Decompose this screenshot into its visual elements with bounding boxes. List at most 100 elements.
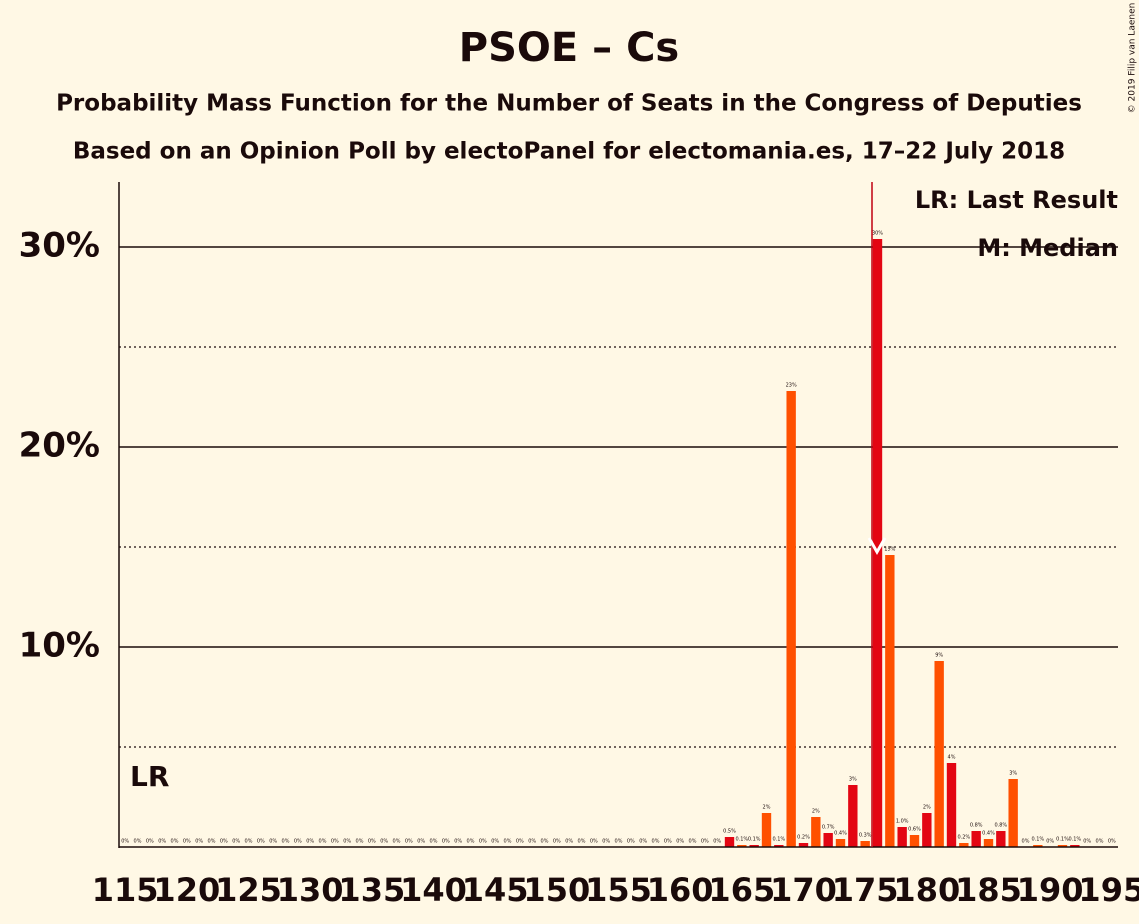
value-label: 3% (1009, 771, 1017, 777)
value-label: 2% (923, 805, 931, 811)
value-label: 0% (257, 839, 265, 845)
x-tick-label: 170 (770, 871, 837, 909)
bar (1008, 779, 1018, 847)
bar (823, 833, 833, 847)
value-label: 0% (183, 839, 191, 845)
chart-title: PSOE – Cs (459, 25, 679, 71)
bar (811, 817, 821, 847)
value-label: 0% (294, 839, 302, 845)
x-tick-label: 185 (955, 871, 1022, 909)
y-tick-label: 20% (19, 426, 100, 466)
value-label: 0% (578, 839, 586, 845)
value-label: 0% (368, 839, 376, 845)
bar (885, 555, 895, 847)
value-label: 0.1% (1056, 837, 1069, 843)
value-label: 0.1% (1068, 837, 1081, 843)
value-label: 0% (331, 839, 339, 845)
x-tick-label: 140 (400, 871, 467, 909)
value-label: 4% (948, 755, 956, 761)
value-label: 23% (786, 383, 797, 389)
value-label: 0% (134, 839, 142, 845)
value-label: 0% (405, 839, 413, 845)
bar (959, 843, 969, 847)
value-label: 0% (356, 839, 364, 845)
x-tick-label: 195 (1078, 871, 1139, 909)
value-label: 0% (380, 839, 388, 845)
value-label: 0% (343, 839, 351, 845)
value-label: 0% (208, 839, 216, 845)
value-label: 0% (282, 839, 290, 845)
value-label: 0.3% (859, 833, 872, 839)
value-label: 0% (479, 839, 487, 845)
value-label: 0% (504, 839, 512, 845)
value-label: 0% (491, 839, 499, 845)
value-label: 0% (442, 839, 450, 845)
value-label: 0% (158, 839, 166, 845)
value-label: 0% (430, 839, 438, 845)
copyright: © 2019 Filip van Laenen (1128, 3, 1138, 114)
value-label: 0% (306, 839, 314, 845)
value-label: 0% (516, 839, 524, 845)
value-label: 0% (121, 839, 129, 845)
y-tick-label: 30% (19, 226, 100, 266)
bar (909, 835, 920, 847)
value-label: 0% (676, 839, 684, 845)
value-label: 0% (1083, 839, 1091, 845)
value-label: 3% (849, 777, 857, 783)
median-marker (867, 537, 887, 556)
value-label: 0% (639, 839, 647, 845)
lr-label: LR (130, 760, 169, 793)
value-label: 0% (1046, 839, 1054, 845)
bar (934, 661, 944, 847)
value-label: 0.5% (723, 829, 736, 835)
x-tick-label: 180 (893, 871, 960, 909)
x-tick-label: 120 (153, 871, 220, 909)
value-label: 0.1% (772, 837, 785, 843)
bar (1070, 845, 1080, 847)
x-tick-label: 125 (215, 871, 282, 909)
value-label: 0% (713, 839, 721, 845)
value-label: 2% (812, 809, 820, 815)
value-label: 30% (872, 231, 883, 237)
value-label: 0% (171, 839, 179, 845)
bar (761, 813, 772, 847)
value-label: 0% (232, 839, 240, 845)
value-label: 0.7% (822, 825, 835, 831)
bar (724, 837, 735, 847)
x-tick-label: 190 (1017, 871, 1084, 909)
value-label: 0.1% (735, 837, 748, 843)
value-label: 0.4% (982, 831, 995, 837)
x-tick-label: 145 (462, 871, 529, 909)
value-label: 0% (627, 839, 635, 845)
legend-median: M: Median (977, 234, 1118, 262)
bar (749, 845, 759, 847)
value-label: 0% (615, 839, 623, 845)
bar (897, 827, 907, 847)
value-label: 0% (553, 839, 561, 845)
value-label: 0% (1022, 839, 1030, 845)
bar (872, 239, 883, 847)
value-label: 0% (541, 839, 549, 845)
bar (983, 839, 994, 847)
legend-lr: LR: Last Result (915, 186, 1118, 214)
bar (786, 391, 796, 847)
value-label: 0.8% (994, 823, 1007, 829)
bar (971, 831, 981, 847)
x-tick-label: 175 (832, 871, 899, 909)
value-label: 2% (763, 805, 771, 811)
value-label: 0% (664, 839, 672, 845)
bar (848, 785, 858, 847)
bar (1057, 845, 1068, 847)
x-tick-label: 150 (523, 871, 590, 909)
value-label: 0% (393, 839, 401, 845)
value-label: 0% (602, 839, 610, 845)
value-label: 0% (220, 839, 228, 845)
value-label: 0% (454, 839, 462, 845)
value-label: 0% (1096, 839, 1104, 845)
value-label: 9% (935, 653, 943, 659)
value-label: 0.1% (748, 837, 761, 843)
bar (774, 845, 784, 847)
value-label: 0.6% (908, 827, 921, 833)
x-tick-label: 160 (647, 871, 714, 909)
bar (737, 845, 747, 847)
